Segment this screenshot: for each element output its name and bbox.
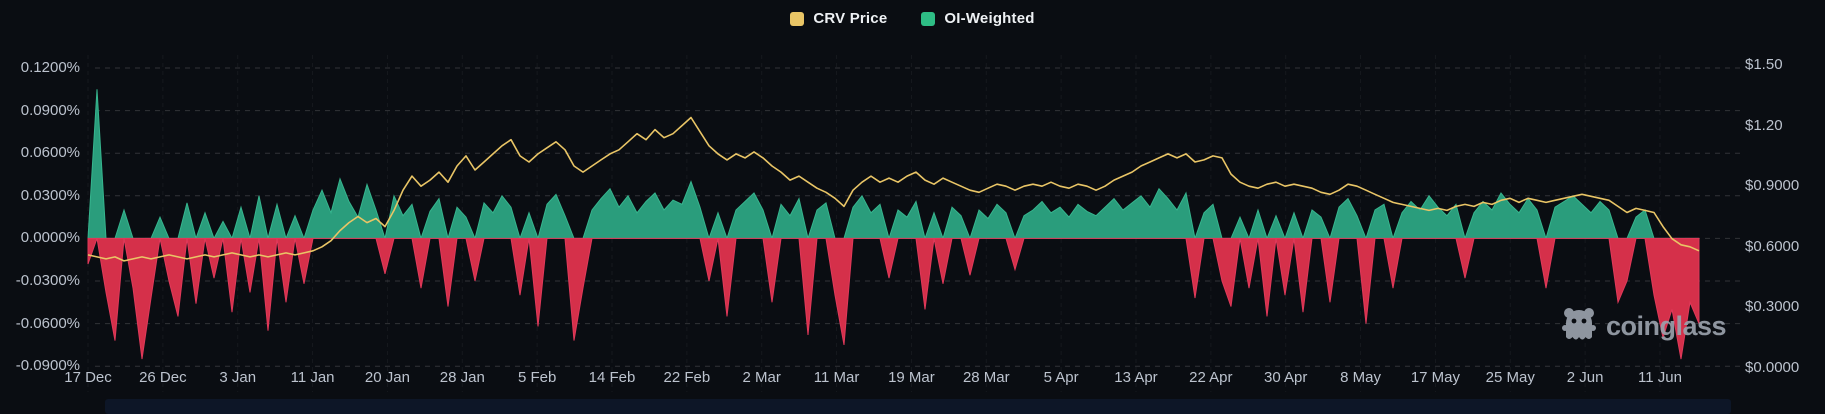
left-axis-tick-label: 0.0300% (20, 186, 80, 204)
chart-scrollbar-navigator[interactable] (105, 399, 1731, 414)
right-axis-tick-label: $1.50 (1745, 56, 1783, 73)
right-axis-tick-label: $1.20 (1745, 116, 1783, 134)
left-axis-tick-label: 0.1200% (20, 59, 80, 76)
right-axis-tick-label: $0.0000 (1745, 359, 1800, 376)
oi-weighted-swatch-icon (921, 11, 936, 26)
legend-item-crv-price[interactable]: CRV Price (790, 10, 887, 27)
x-axis-date-label: 14 Feb (588, 369, 636, 386)
coinglass-ghost-icon (1562, 308, 1596, 340)
x-axis-date-label: 17 Dec (64, 369, 112, 386)
x-axis-date-label: 11 Jun (1638, 369, 1682, 386)
x-axis-date-label: 2 Jun (1566, 369, 1604, 386)
oi-weighted-positive-area (87, 89, 1699, 241)
x-axis-date-label: 25 May (1485, 369, 1535, 386)
right-axis-tick-label: $0.6000 (1745, 237, 1800, 255)
x-axis-date-label: 19 Mar (888, 369, 935, 386)
right-axis-tick-label: $0.9000 (1745, 177, 1800, 195)
left-axis-tick-label: 0.0000% (20, 229, 80, 247)
x-axis-date-label: 30 Apr (1264, 369, 1308, 386)
left-axis-tick-label: -0.0300% (15, 272, 80, 289)
coinglass-wordmark: coinglass (1606, 310, 1727, 341)
x-axis-date-label: 11 Mar (813, 369, 860, 386)
chart-legend: CRV Price OI-Weighted (0, 10, 1825, 27)
x-axis-date-label: 13 Apr (1114, 369, 1158, 386)
x-axis-date-label: 28 Jan (439, 369, 485, 386)
legend-label-oi-weighted: OI-Weighted (944, 10, 1035, 27)
legend-label-crv-price: CRV Price (813, 10, 888, 27)
coinglass-watermark: coinglass (1560, 306, 1727, 346)
x-axis-date-label: 22 Feb (663, 369, 711, 386)
left-axis-tick-label: -0.0600% (15, 314, 80, 332)
right-axis-tick-label: $0.3000 (1745, 298, 1800, 316)
x-axis-date-label: 20 Jan (364, 369, 410, 386)
left-axis-tick-label: -0.0900% (15, 357, 80, 375)
legend-item-oi-weighted[interactable]: OI-Weighted (921, 10, 1034, 27)
x-axis-date-label: 2 Mar (742, 369, 781, 386)
x-axis-date-label: 3 Jan (219, 369, 257, 386)
left-axis-tick-label: 0.0600% (20, 144, 80, 162)
x-axis-date-label: 8 May (1340, 369, 1381, 386)
x-axis-date-label: 11 Jan (290, 369, 335, 386)
left-axis-tick-label: 0.0900% (20, 101, 80, 119)
crv-price-swatch-icon (790, 11, 805, 26)
x-axis-date-label: 28 Mar (962, 369, 1010, 386)
oi-weighted-negative-area (87, 237, 1700, 360)
x-axis-date-label: 5 Feb (517, 369, 557, 386)
x-axis-date-label: 5 Apr (1043, 369, 1079, 386)
x-axis-date-label: 22 Apr (1189, 369, 1233, 386)
crv-price-line (87, 116, 1700, 262)
x-axis-date-label: 17 May (1410, 369, 1461, 386)
x-axis-date-label: 26 Dec (139, 369, 187, 386)
